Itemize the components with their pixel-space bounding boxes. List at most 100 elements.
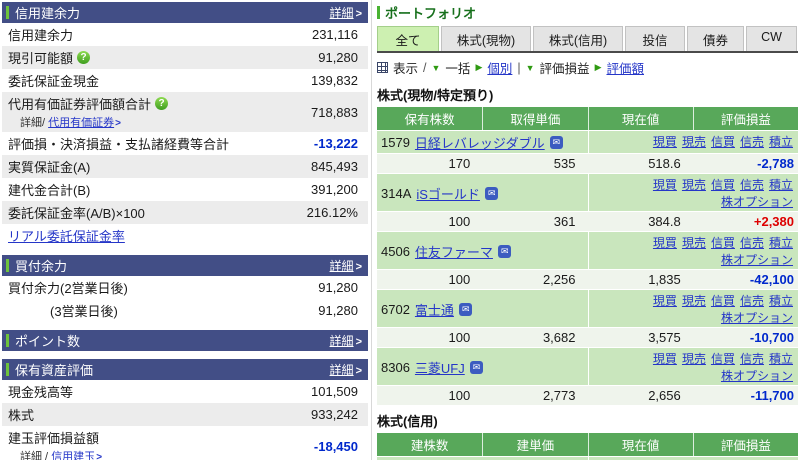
detail-link-label: 詳細: [329, 334, 354, 348]
stock-code: 314A: [381, 185, 412, 201]
stock-name-row: 314A iSゴールド ✉ 現買 現売 信買 信売 積立 株オプション: [377, 173, 798, 211]
order-link-cash-buy[interactable]: 現買: [652, 294, 677, 308]
price-value: 3,575: [648, 330, 681, 345]
row-value: -18,450: [313, 438, 358, 454]
detail-link[interactable]: 詳細 >: [330, 257, 362, 274]
tab-funds[interactable]: 投信: [625, 26, 685, 51]
order-link-margin-sell[interactable]: 信売: [739, 352, 764, 366]
order-link-cash-sell[interactable]: 現売: [681, 236, 706, 250]
order-link-cash-sell[interactable]: 現売: [681, 294, 706, 308]
separator: /: [423, 60, 427, 75]
stock-name-link[interactable]: iSゴールド: [416, 186, 480, 202]
stock-name-link[interactable]: 三菱UFJ: [414, 360, 465, 376]
mail-alert-icon[interactable]: ✉: [458, 302, 473, 316]
stock-name-link[interactable]: 住友ファーマ: [414, 244, 493, 260]
margin-positions-link[interactable]: 信用建玉: [51, 451, 96, 460]
quantity-value: 100: [448, 330, 471, 345]
triangle-right-icon: ▶: [594, 62, 602, 72]
column-header: 現在値: [587, 433, 693, 456]
stock-name-row: 4506 住友ファーマ ✉ 現買 現売 信買 信売 積立 株オプション: [377, 231, 798, 269]
order-link-accumulate[interactable]: 積立: [768, 135, 793, 149]
order-link-margin-buy[interactable]: 信買: [710, 236, 735, 250]
batch-view-label: 一括: [445, 62, 471, 76]
order-link-cash-buy[interactable]: 現買: [652, 352, 677, 366]
quantity-value: 170: [448, 156, 471, 171]
quantity-value: 100: [448, 388, 471, 403]
order-link-margin-buy[interactable]: 信買: [710, 294, 735, 308]
order-link-stock-option[interactable]: 株オプション: [720, 311, 793, 325]
order-link-cash-buy[interactable]: 現買: [652, 135, 677, 149]
detail-link[interactable]: 詳細 >: [330, 361, 362, 378]
order-link-margin-buy[interactable]: 信買: [710, 352, 735, 366]
order-link-margin-buy[interactable]: 信買: [710, 135, 735, 149]
stock-name-row: 8306 三菱UFJ ✉ 現買 現売 信買 信売 積立 株オプション: [377, 347, 798, 385]
stock-value-row: 100 3,682 3,575 -10,700: [377, 327, 798, 347]
detail-link[interactable]: 詳細 >: [330, 4, 362, 21]
help-icon[interactable]: ?: [77, 51, 91, 64]
sub-prefix: 詳細 /: [20, 451, 49, 460]
row-value: 391,200: [311, 182, 358, 197]
order-link-cash-sell[interactable]: 現売: [681, 135, 706, 149]
row-value: 231,116: [311, 27, 358, 42]
order-link-margin-sell[interactable]: 信売: [739, 178, 764, 192]
order-link-accumulate[interactable]: 積立: [768, 236, 793, 250]
column-header: 評価損益: [692, 433, 798, 456]
order-link-cash-buy[interactable]: 現買: [652, 178, 677, 192]
order-link-stock-option[interactable]: 株オプション: [720, 253, 793, 267]
help-icon[interactable]: ?: [155, 97, 169, 110]
individual-view-link[interactable]: 個別: [487, 62, 513, 76]
tab-cw[interactable]: CW: [746, 26, 797, 51]
row-label: 委託保証金率(A/B)×100: [8, 206, 145, 221]
price-value: 1,835: [648, 272, 681, 287]
order-link-stock-option[interactable]: 株オプション: [720, 195, 793, 209]
mail-alert-icon[interactable]: ✉: [497, 244, 512, 258]
separator: |: [517, 60, 521, 75]
tab-all[interactable]: 全て: [377, 26, 439, 51]
order-link-cash-sell[interactable]: 現売: [681, 178, 706, 192]
detail-link[interactable]: 詳細 >: [330, 332, 362, 349]
tab-bonds[interactable]: 債券: [687, 26, 744, 51]
row-label: 評価損・決済損益・支払諸経費等合計: [8, 137, 230, 152]
mail-alert-icon[interactable]: ✉: [469, 360, 484, 374]
stock-name-link[interactable]: 日経レバレッジダブル: [414, 136, 545, 151]
row-value: 101,509: [311, 384, 358, 399]
cost-value: 3,682: [542, 330, 576, 345]
chevron-right-icon: >: [115, 118, 121, 129]
order-link-accumulate[interactable]: 積立: [768, 352, 793, 366]
sub-prefix: 詳細/: [20, 117, 46, 129]
row-value: 933,242: [311, 407, 358, 422]
order-link-accumulate[interactable]: 積立: [768, 178, 793, 192]
tab-stocks-margin[interactable]: 株式(信用): [533, 26, 623, 51]
realtime-margin-rate-link[interactable]: リアル委託保証金率: [8, 229, 125, 244]
summary-row: 委託保証金率(A/B)×100 216.12%: [2, 201, 368, 224]
row-label: 委託保証金現金: [8, 74, 100, 89]
cost-value: 535: [553, 156, 576, 171]
order-link-margin-sell[interactable]: 信売: [739, 294, 764, 308]
stock-value-row: 170 535 518.6 -2,788: [377, 153, 798, 173]
order-link-stock-option[interactable]: 株オプション: [720, 369, 793, 383]
mail-alert-icon[interactable]: ✉: [549, 136, 564, 149]
price-value: 2,656: [648, 388, 681, 403]
order-link-cash-buy[interactable]: 現買: [652, 236, 677, 250]
summary-row: 株式 933,242: [2, 403, 368, 426]
order-link-accumulate[interactable]: 積立: [768, 294, 793, 308]
row-label: 信用建余力: [8, 28, 74, 43]
portfolio-tabs: 全て 株式(現物) 株式(信用) 投信 債券 CW: [377, 26, 798, 53]
section-title: 信用建余力: [15, 6, 81, 21]
collateral-securities-link[interactable]: 代用有価証券: [48, 117, 115, 129]
section-header-margin-power: 信用建余力 詳細 >: [2, 2, 368, 23]
tab-stocks-cash[interactable]: 株式(現物): [441, 26, 531, 51]
stock-name-link[interactable]: 富士通: [414, 302, 454, 318]
pl-view-label: 評価損益: [539, 62, 590, 76]
order-link-cash-sell[interactable]: 現売: [681, 352, 706, 366]
mail-alert-icon[interactable]: ✉: [484, 186, 499, 200]
cash-table-title: 株式(現物/特定預り): [377, 88, 494, 103]
order-link-margin-sell[interactable]: 信売: [739, 135, 764, 149]
valuation-view-link[interactable]: 評価額: [606, 62, 644, 76]
row-label: 建代金合計(B): [8, 183, 91, 198]
order-link-margin-sell[interactable]: 信売: [739, 236, 764, 250]
section-header-asset-valuation: 保有資産評価 詳細 >: [2, 359, 368, 380]
row-label: 現金残高等: [8, 385, 74, 400]
order-link-margin-buy[interactable]: 信買: [710, 178, 735, 192]
